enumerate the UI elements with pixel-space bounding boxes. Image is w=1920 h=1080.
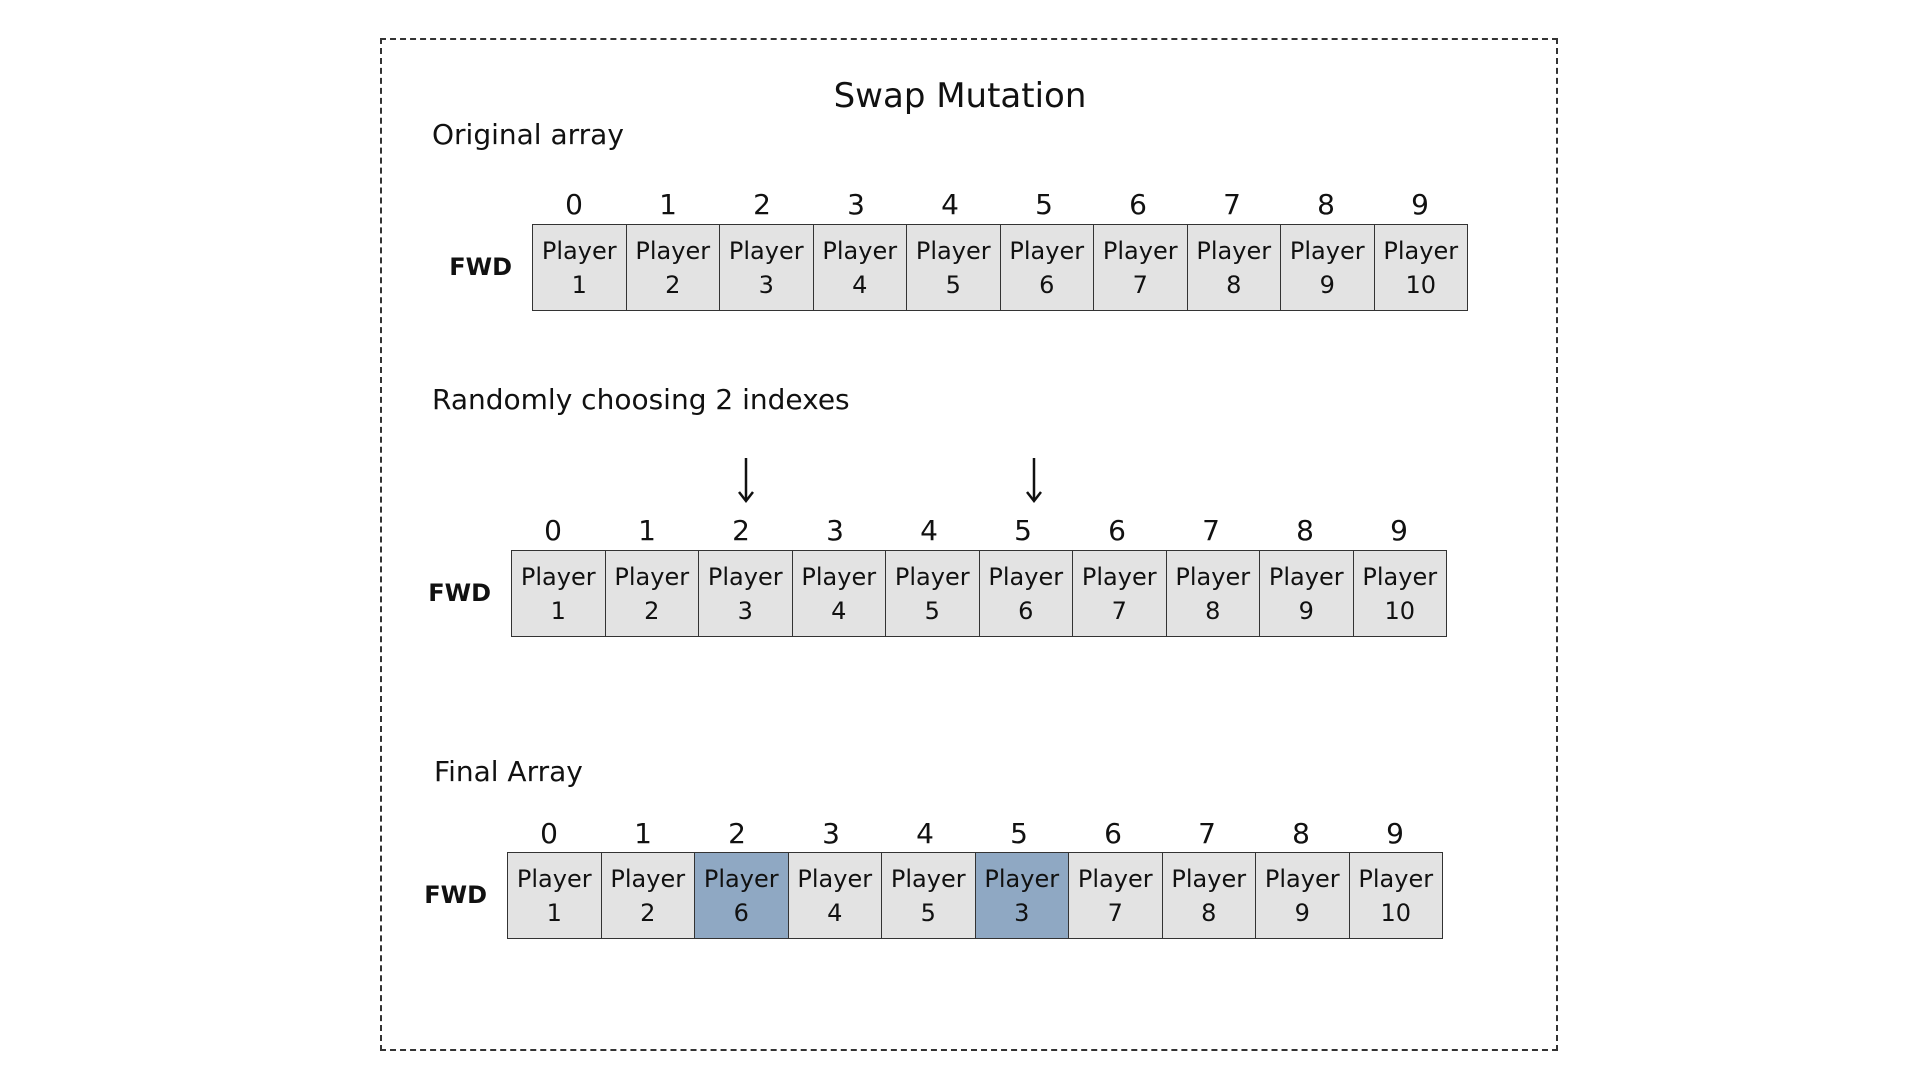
array-cell: Player 10 [1353,551,1447,636]
index-label: 9 [1390,514,1408,547]
section-label-selection: Randomly choosing 2 indexes [432,383,850,416]
array-cell: Player 5 [882,853,976,938]
row-label-fwd: FWD [449,253,512,281]
diagram-frame [380,38,1558,1051]
index-label: 8 [1296,514,1314,547]
index-label: 7 [1223,188,1241,221]
array-cell: Player 3 [699,551,793,636]
index-row-original: 0 1 2 3 4 5 6 7 8 9 [527,188,1467,222]
array-cell: Player 9 [1256,853,1350,938]
index-label: 8 [1317,188,1335,221]
row-label-fwd: FWD [428,579,491,607]
index-label: 8 [1292,817,1310,850]
index-label: 1 [634,817,652,850]
array-cell: Player 6 [1000,225,1094,310]
index-label: 5 [1010,817,1028,850]
down-arrow-icon [738,458,754,504]
array-cell: Player 7 [1069,853,1163,938]
array-cell: Player 2 [605,551,699,636]
index-label: 3 [822,817,840,850]
index-label: 4 [941,188,959,221]
array-cell: Player 8 [1162,853,1256,938]
index-label: 4 [916,817,934,850]
array-cell: Player 7 [1073,551,1167,636]
array-cell: Player 9 [1281,225,1375,310]
index-label: 9 [1386,817,1404,850]
index-label: 7 [1198,817,1216,850]
array-cell: Player 4 [788,853,882,938]
index-label: 0 [565,188,583,221]
array-cell: Player 1 [533,225,627,310]
swapped-cell: Player 6 [695,853,789,938]
index-label: 0 [540,817,558,850]
index-row-selection: 0 1 2 3 4 5 6 7 8 9 [506,514,1446,548]
section-label-final: Final Array [434,755,583,788]
array-cell: Player 6 [979,551,1073,636]
array-cell: Player 10 [1349,853,1443,938]
array-original: Player 1 Player 2 Player 3 Player 4 Player 5 … [532,224,1468,311]
section-label-original: Original array [432,118,624,151]
index-label: 0 [544,514,562,547]
index-label: 7 [1202,514,1220,547]
index-label: 1 [659,188,677,221]
index-label: 5 [1035,188,1053,221]
index-label: 2 [732,514,750,547]
array-cell: Player 7 [1094,225,1188,310]
array-cell: Player 2 [601,853,695,938]
array-cell: Player 8 [1187,225,1281,310]
index-row-final: 0 1 2 3 4 5 6 7 8 9 [502,817,1442,851]
array-cell: Player 2 [626,225,720,310]
array-cell: Player 5 [907,225,1001,310]
array-cell: Player 1 [512,551,606,636]
index-label: 2 [753,188,771,221]
index-label: 1 [638,514,656,547]
index-label: 4 [920,514,938,547]
index-label: 2 [728,817,746,850]
array-cell: Player 4 [792,551,886,636]
array-cell: Player 5 [886,551,980,636]
array-cell: Player 4 [813,225,907,310]
array-cell: Player 10 [1374,225,1468,310]
array-cell: Player 3 [720,225,814,310]
index-label: 6 [1108,514,1126,547]
swapped-cell: Player 3 [975,853,1069,938]
row-label-fwd: FWD [424,881,487,909]
array-final: Player 1 Player 2 Player 6 Player 4 Player 5 … [507,852,1443,939]
index-label: 5 [1014,514,1032,547]
array-cell: Player 1 [508,853,602,938]
array-cell: Player 8 [1166,551,1260,636]
index-label: 3 [847,188,865,221]
down-arrow-icon [1026,458,1042,504]
index-label: 3 [826,514,844,547]
diagram-title: Swap Mutation [833,76,1087,116]
array-cell: Player 9 [1260,551,1354,636]
index-label: 6 [1104,817,1122,850]
index-label: 9 [1411,188,1429,221]
index-label: 6 [1129,188,1147,221]
array-selection: Player 1 Player 2 Player 3 Player 4 Player 5 … [511,550,1447,637]
